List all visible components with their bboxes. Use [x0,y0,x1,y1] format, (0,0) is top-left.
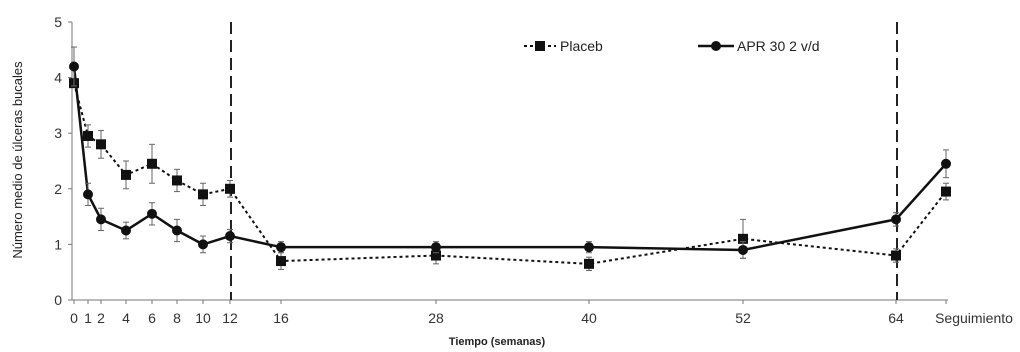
y-tick-label: 3 [54,125,62,141]
data-point [738,233,748,244]
y-tick-label: 0 [54,292,62,308]
data-point [121,225,131,236]
x-tick-label: 16 [273,310,289,326]
legend-placebo-marker [535,41,545,51]
data-point [121,169,131,180]
series-line [72,66,947,252]
data-point [225,231,235,242]
data-point [198,239,208,250]
y-tick-label: 1 [54,236,62,252]
x-tick-label: Seguimiento [935,310,1013,326]
series-layer [69,46,951,272]
data-point [225,183,235,194]
data-point [584,258,594,269]
series-line [73,82,947,265]
data-point [891,250,901,261]
data-point [738,244,748,255]
x-tick-label: 64 [888,310,904,326]
x-tick-label: 1 [84,310,92,326]
data-point [584,242,594,253]
x-tick-label: 4 [122,310,130,326]
x-tick-label: 8 [173,310,181,326]
data-point [941,158,951,169]
data-point [96,139,106,150]
x-tick-label: 12 [222,310,238,326]
legend-placebo-label: Placeb [560,38,603,54]
y-tick-label: 2 [54,181,62,197]
data-point [172,175,182,186]
legend: Placeb APR 30 2 v/d [524,38,820,54]
data-point [431,250,441,261]
data-point [147,208,157,219]
x-tick-label: 6 [148,310,156,326]
data-point [96,214,106,225]
x-tick-label: 10 [195,310,211,326]
y-tick-label: 4 [54,70,62,86]
legend-apr-marker [711,41,721,51]
data-point [147,158,157,169]
y-axis-label: Número medio de úlceras bucales [10,61,25,259]
x-tick-label: 28 [428,310,444,326]
x-axis-label: Tiempo (semanas) [449,336,546,348]
data-point [69,61,79,72]
data-point [891,214,901,225]
series-placebo [69,78,951,272]
x-tick-label: 40 [581,310,597,326]
data-point [198,189,208,200]
data-point [276,256,286,267]
data-point [941,186,951,197]
x-tick-label: 52 [735,310,751,326]
x-tick-label: 0 [70,310,78,326]
data-point [276,242,286,253]
series-apr [69,46,951,259]
data-point [431,242,441,253]
y-tick-label: 5 [54,14,62,30]
data-point [172,225,182,236]
legend-apr-label: APR 30 2 v/d [737,38,820,54]
x-tick-label: 2 [97,310,105,326]
data-point [83,130,93,141]
data-point [83,189,93,200]
